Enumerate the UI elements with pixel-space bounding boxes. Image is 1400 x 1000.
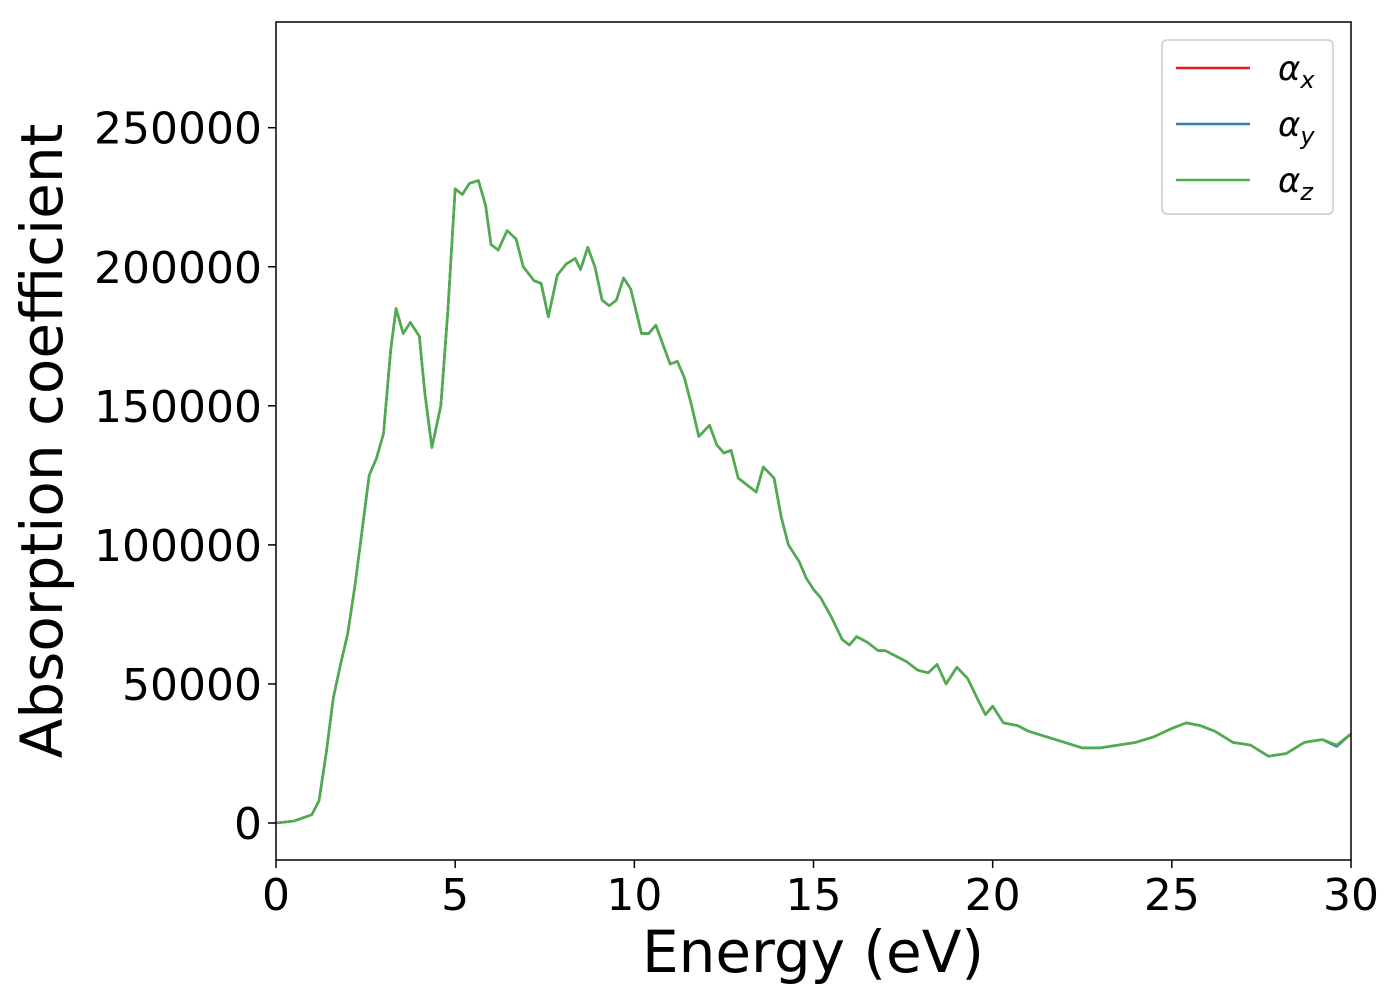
legend-box (1161, 39, 1334, 215)
x-tick-label: 25 (1144, 870, 1200, 921)
legend-label: αx (1278, 49, 1315, 94)
line-series (276, 179, 1351, 825)
x-tick-label: 0 (262, 870, 290, 921)
y-tick-label: 50000 (122, 660, 262, 711)
y-tick-label: 200000 (94, 243, 262, 294)
x-tick-label: 30 (1323, 870, 1379, 921)
x-tick-label: 15 (786, 870, 842, 921)
y-tick-label: 0 (234, 799, 262, 850)
x-tick-label: 5 (441, 870, 469, 921)
x-tick-label: 20 (965, 870, 1021, 921)
legend-label: αz (1278, 161, 1314, 206)
x-axis-label: Energy (eV) (642, 918, 984, 986)
y-tick-label: 150000 (94, 382, 262, 433)
y-axis-label: Absorption coefficient (8, 124, 76, 759)
y-tick-label: 100000 (94, 521, 262, 572)
x-tick-label: 10 (606, 870, 662, 921)
legend-label: αy (1278, 105, 1315, 150)
y-tick-label: 250000 (94, 104, 262, 155)
plot-frame (275, 21, 1352, 861)
